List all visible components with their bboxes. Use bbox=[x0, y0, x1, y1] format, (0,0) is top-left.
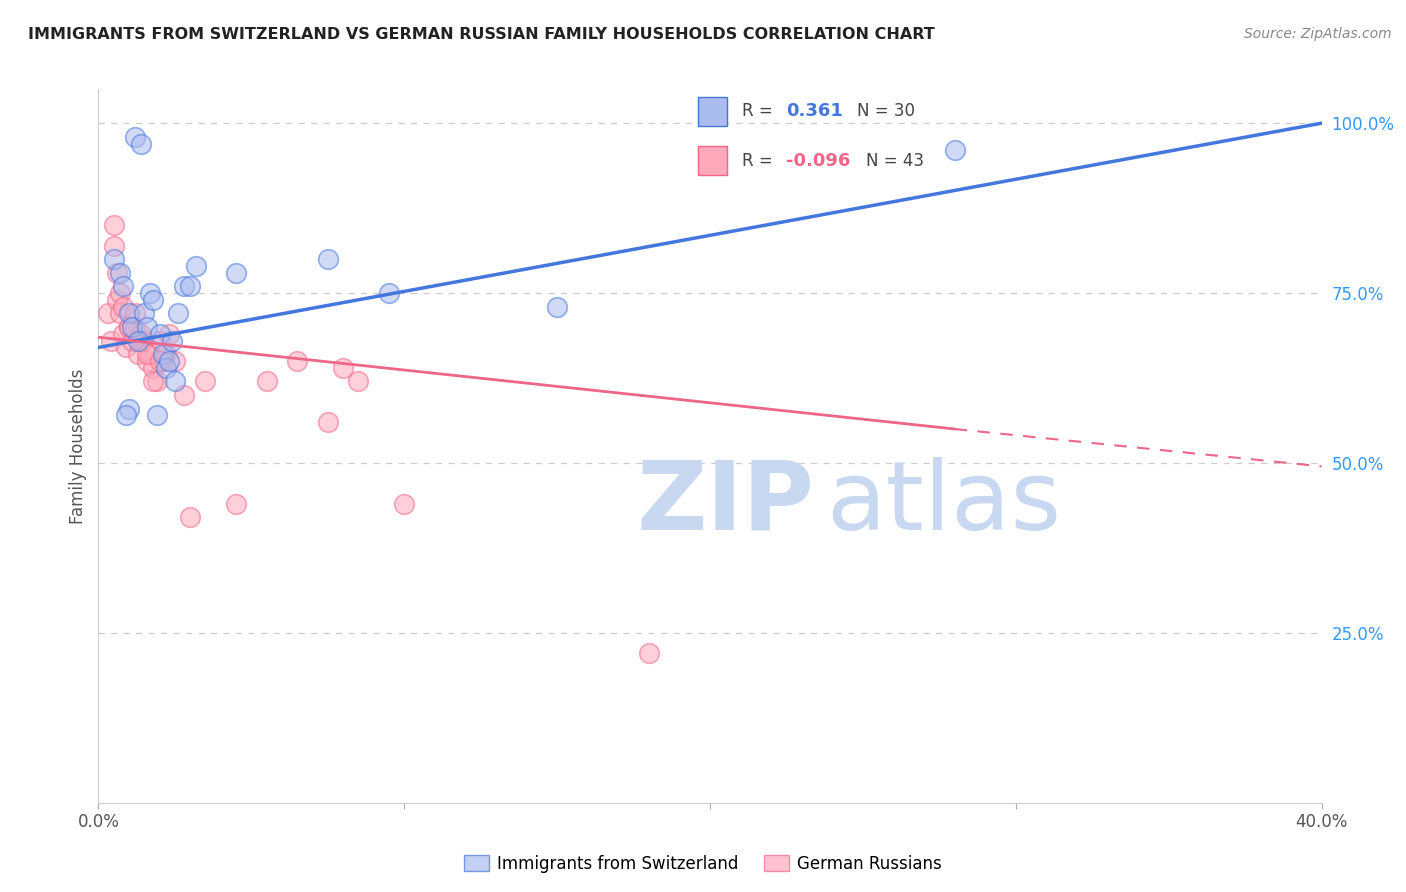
Point bbox=[121, 320, 143, 334]
Point bbox=[134, 306, 156, 320]
Text: atlas: atlas bbox=[827, 457, 1062, 549]
Point bbox=[118, 320, 141, 334]
Point bbox=[139, 286, 162, 301]
Point bbox=[149, 354, 172, 368]
Point bbox=[145, 409, 167, 423]
Text: N = 43: N = 43 bbox=[866, 152, 924, 169]
Point bbox=[173, 388, 195, 402]
Point bbox=[111, 279, 134, 293]
Point bbox=[136, 320, 159, 334]
Point bbox=[124, 320, 146, 334]
Point bbox=[546, 300, 568, 314]
Point bbox=[225, 266, 247, 280]
Point bbox=[157, 326, 180, 341]
Text: N = 30: N = 30 bbox=[858, 103, 915, 120]
Point bbox=[152, 347, 174, 361]
Point bbox=[160, 334, 183, 348]
Point bbox=[97, 306, 120, 320]
Point bbox=[100, 334, 122, 348]
Text: ZIP: ZIP bbox=[637, 457, 814, 549]
Text: R =: R = bbox=[742, 152, 773, 169]
Point bbox=[129, 326, 152, 341]
Point bbox=[152, 354, 174, 368]
Point bbox=[179, 279, 201, 293]
Point bbox=[155, 360, 177, 375]
Point bbox=[111, 326, 134, 341]
Point bbox=[111, 300, 134, 314]
Point bbox=[149, 334, 172, 348]
FancyBboxPatch shape bbox=[697, 97, 727, 126]
Point bbox=[157, 354, 180, 368]
Point bbox=[124, 129, 146, 144]
Point bbox=[103, 252, 125, 266]
Point bbox=[173, 279, 195, 293]
Point bbox=[392, 497, 416, 511]
Point bbox=[108, 286, 131, 301]
Point bbox=[155, 347, 177, 361]
Point bbox=[638, 646, 661, 660]
Point bbox=[142, 360, 165, 375]
Point bbox=[194, 375, 217, 389]
Point bbox=[378, 286, 401, 301]
Point bbox=[163, 375, 186, 389]
Legend: Immigrants from Switzerland, German Russians: Immigrants from Switzerland, German Russ… bbox=[457, 848, 949, 880]
Point bbox=[127, 334, 149, 348]
Point bbox=[105, 293, 128, 307]
Point bbox=[136, 354, 159, 368]
Point bbox=[136, 347, 159, 361]
Point bbox=[134, 334, 156, 348]
Point bbox=[142, 375, 165, 389]
Point bbox=[145, 375, 167, 389]
Text: IMMIGRANTS FROM SWITZERLAND VS GERMAN RUSSIAN FAMILY HOUSEHOLDS CORRELATION CHAR: IMMIGRANTS FROM SWITZERLAND VS GERMAN RU… bbox=[28, 27, 935, 42]
Point bbox=[115, 341, 138, 355]
Point bbox=[103, 218, 125, 232]
Point bbox=[186, 259, 208, 273]
Point bbox=[332, 360, 354, 375]
Point bbox=[139, 347, 162, 361]
Point bbox=[256, 375, 278, 389]
Point bbox=[129, 136, 152, 151]
Point bbox=[316, 252, 339, 266]
Point bbox=[118, 306, 141, 320]
Point bbox=[347, 375, 370, 389]
Point bbox=[121, 334, 143, 348]
Point bbox=[118, 401, 141, 416]
Point bbox=[167, 306, 190, 320]
Point bbox=[149, 326, 172, 341]
Point bbox=[142, 293, 165, 307]
Text: -0.096: -0.096 bbox=[786, 152, 851, 169]
Text: R =: R = bbox=[742, 103, 773, 120]
Point bbox=[163, 354, 186, 368]
Point bbox=[124, 306, 146, 320]
Point bbox=[108, 266, 131, 280]
Point bbox=[127, 347, 149, 361]
Point bbox=[943, 144, 966, 158]
FancyBboxPatch shape bbox=[697, 146, 727, 175]
Point bbox=[118, 320, 141, 334]
Point bbox=[225, 497, 247, 511]
Text: 0.361: 0.361 bbox=[786, 103, 844, 120]
Point bbox=[115, 409, 138, 423]
Point bbox=[129, 334, 152, 348]
Point bbox=[179, 510, 201, 524]
Point bbox=[105, 266, 128, 280]
Point bbox=[316, 415, 339, 429]
Point bbox=[103, 238, 125, 252]
Point bbox=[108, 306, 131, 320]
Text: Source: ZipAtlas.com: Source: ZipAtlas.com bbox=[1244, 27, 1392, 41]
Y-axis label: Family Households: Family Households bbox=[69, 368, 87, 524]
Point bbox=[285, 354, 308, 368]
